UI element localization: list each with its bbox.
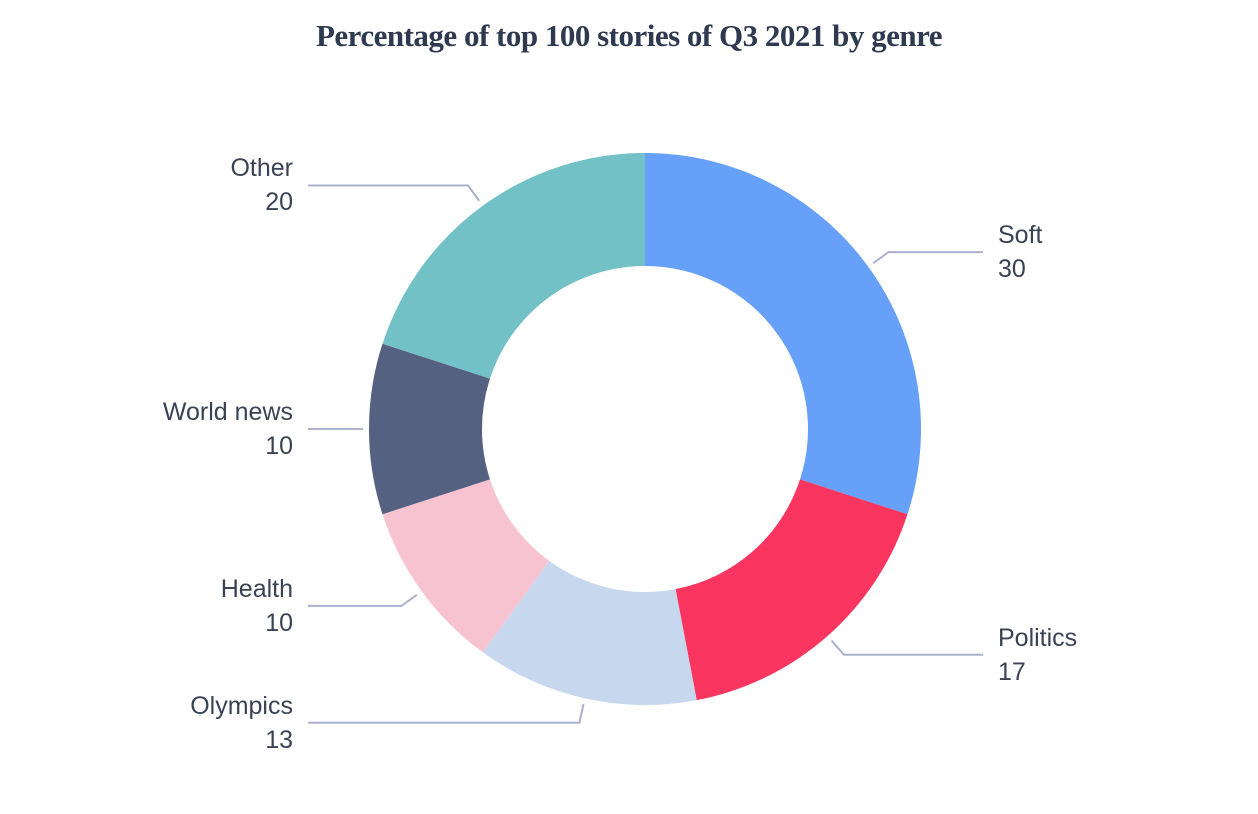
leader-line-olympics (308, 703, 585, 724)
slice-label-value: 13 (265, 726, 293, 754)
callout-label-other: Other 20 (60, 151, 293, 219)
slice-label-name: World news (162, 398, 293, 426)
slice-label-name: Politics (998, 624, 1078, 652)
chart-title: Percentage of top 100 stories of Q3 2021… (315, 18, 943, 53)
leader-line-health (308, 593, 418, 607)
callout-label-soft: Soft 30 (998, 218, 1228, 286)
donut-slice-health (382, 479, 550, 653)
callout-label-politics: Politics 17 (998, 621, 1228, 689)
slice-label-value: 10 (265, 609, 293, 637)
slice-label-name: Olympics (190, 692, 293, 720)
leader-line-soft (872, 251, 983, 265)
slice-label-name: Health (220, 575, 293, 603)
donut-slice-soft (645, 153, 921, 515)
slice-label-name: Other (230, 154, 293, 182)
slice-label-name: Soft (998, 221, 1043, 249)
donut-slice-olympics (482, 560, 697, 705)
donut-slice-world-news (369, 343, 490, 515)
leader-line-other (308, 184, 481, 202)
donut-slice-politics (675, 479, 908, 701)
slice-label-value: 10 (265, 432, 293, 460)
leader-line-politics (830, 639, 983, 656)
donut-slice-other (382, 153, 645, 379)
callout-label-health: Health 10 (60, 572, 293, 640)
slice-label-value: 17 (998, 658, 1026, 686)
slice-label-value: 30 (998, 255, 1026, 283)
callout-label-olympics: Olympics 13 (60, 689, 293, 757)
callout-label-world-news: World news 10 (60, 395, 293, 463)
slice-label-value: 20 (265, 188, 293, 216)
